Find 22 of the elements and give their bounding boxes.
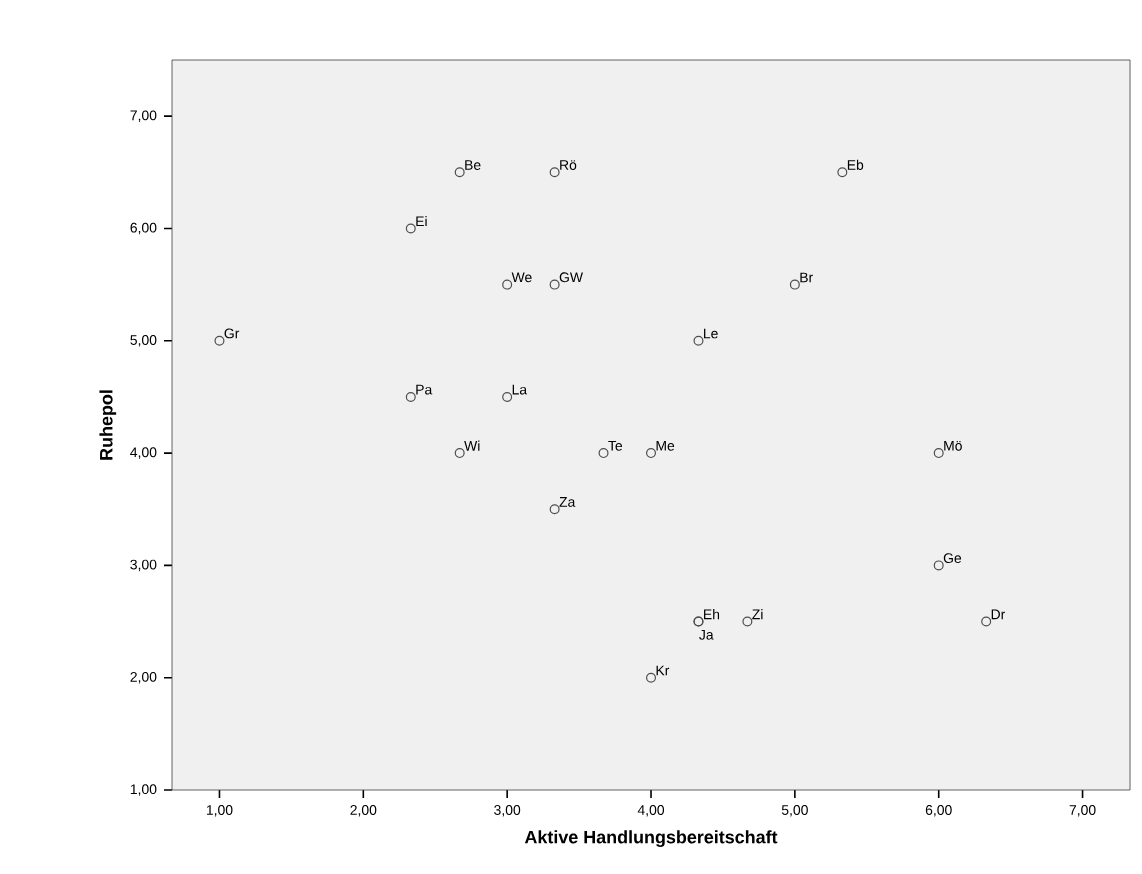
point xyxy=(933,448,944,459)
point xyxy=(742,616,753,627)
point xyxy=(502,279,513,290)
point xyxy=(214,335,225,346)
point xyxy=(454,167,465,178)
point xyxy=(693,335,704,346)
point xyxy=(454,448,465,459)
point xyxy=(646,448,657,459)
point xyxy=(646,672,657,683)
point xyxy=(549,279,560,290)
y-axis-title: Ruhepol xyxy=(99,390,117,460)
x-axis-title: Aktive Handlungsbereitschaft xyxy=(524,830,778,848)
point xyxy=(598,448,609,459)
point xyxy=(837,167,848,178)
point xyxy=(789,279,800,290)
point xyxy=(405,223,416,234)
point xyxy=(502,391,513,402)
point xyxy=(405,391,416,402)
point xyxy=(549,504,560,515)
point xyxy=(933,560,944,571)
point xyxy=(549,167,560,178)
point xyxy=(981,616,992,627)
